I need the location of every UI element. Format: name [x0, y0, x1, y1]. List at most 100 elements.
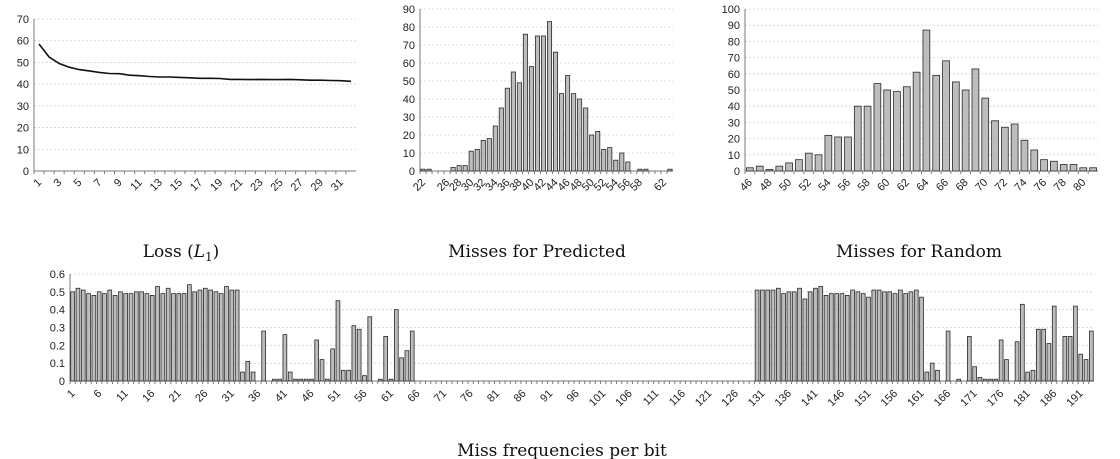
bits-x-tick-label: 151 — [852, 388, 873, 409]
bits-x-tick-label: 191 — [1064, 388, 1085, 409]
loss-x-tick-label: 1 — [31, 177, 44, 190]
loss-y-tick-label: 10 — [17, 144, 29, 156]
bits-bar — [993, 378, 999, 382]
bits-bar — [165, 287, 171, 382]
random-x-tick-label: 74 — [1012, 177, 1029, 194]
random-x-tick-label: 64 — [914, 177, 931, 194]
bits-bar — [340, 369, 346, 382]
predicted-bar — [420, 168, 426, 172]
random-bar — [775, 165, 784, 172]
bits-x-tick-label: 36 — [246, 388, 263, 405]
bits-bar — [1014, 341, 1020, 382]
bits-bar — [1025, 371, 1030, 382]
bits-bar — [908, 291, 914, 382]
predicted-bar — [426, 168, 432, 172]
bits-x-tick-label: 86 — [512, 388, 529, 405]
random-x-tick-label: 68 — [954, 177, 971, 194]
random-bar — [902, 86, 911, 172]
bits-bar — [913, 289, 919, 382]
bits-bar — [240, 371, 245, 382]
random-y-tick-label: 60 — [728, 69, 740, 81]
bits-y-tick-label: 0.3 — [50, 323, 65, 335]
bits-bar — [786, 291, 792, 382]
bits-bar — [754, 289, 760, 382]
bits-bar — [924, 371, 930, 382]
bits-bar — [134, 291, 139, 382]
random-bar — [981, 97, 990, 172]
random-bar — [961, 89, 970, 172]
predicted-x-tick-label: 62 — [652, 177, 669, 194]
random-x-tick-label: 54 — [816, 177, 833, 194]
bits-bar — [972, 366, 977, 382]
predicted-bar — [559, 93, 565, 172]
bits-bar — [1089, 330, 1094, 382]
bits-y-tick-label: 0.5 — [50, 287, 65, 299]
bits-bar — [760, 289, 765, 382]
predicted-x-tick-label: 22 — [411, 177, 428, 194]
bits-bar — [330, 348, 335, 382]
bits-bar — [112, 294, 118, 382]
loss-x-tick-label: 25 — [269, 177, 286, 194]
bits-x-tick-label: 121 — [693, 388, 714, 409]
bits-bar — [903, 293, 908, 382]
predicted-y-tick-label: 50 — [403, 76, 415, 88]
random-bar — [834, 136, 842, 172]
random-y-tick-label: 50 — [728, 85, 740, 97]
loss-y-tick-label: 40 — [17, 79, 29, 91]
bits-bar — [325, 378, 330, 382]
random-x-tick-label: 78 — [1052, 177, 1069, 194]
bits-bar — [287, 371, 293, 382]
random-bar — [951, 81, 960, 172]
bits-bar — [197, 289, 203, 382]
random-x-tick-label: 50 — [777, 177, 794, 194]
bits-bar — [393, 309, 399, 382]
random-bar — [1020, 139, 1029, 172]
bits-bar — [118, 291, 123, 382]
bits-x-tick-label: 156 — [879, 388, 900, 409]
bits-x-tick-label: 66 — [405, 388, 422, 405]
bits-bar — [829, 293, 834, 382]
predicted-bar — [534, 35, 540, 172]
bits-x-tick-label: 71 — [432, 388, 449, 405]
random-bar — [1059, 164, 1068, 172]
predicted-y-tick-label: 60 — [403, 58, 415, 70]
bits-bar — [187, 284, 192, 382]
bits-x-tick-label: 141 — [799, 388, 820, 409]
bits-x-tick-label: 136 — [773, 388, 794, 409]
bits-bar — [935, 369, 940, 382]
bits-bar — [1073, 305, 1078, 382]
bits-bar — [781, 293, 786, 382]
bits-bar — [988, 378, 993, 382]
random-y-tick-label: 20 — [728, 134, 740, 146]
bits-bar — [956, 378, 962, 382]
bits-bar — [362, 375, 367, 382]
bits-bar — [282, 334, 288, 382]
bits-bar — [383, 336, 388, 382]
bits-x-tick-label: 16 — [140, 388, 157, 405]
bits-bar — [1020, 303, 1025, 382]
predicted-bar — [450, 166, 456, 172]
bits-bar — [309, 378, 314, 382]
loss-x-tick-label: 3 — [51, 177, 64, 190]
random-bar — [971, 68, 980, 172]
random-bar — [1050, 160, 1058, 172]
random-bar — [785, 162, 793, 172]
predicted-y-tick-label: 80 — [403, 22, 415, 34]
bits-x-tick-label: 146 — [826, 388, 847, 409]
bits-bar — [298, 378, 304, 382]
random-bar — [1089, 167, 1097, 172]
bits-bar — [176, 293, 182, 382]
bits-bar — [1046, 343, 1052, 382]
bits-bar — [945, 330, 951, 382]
bits-bar — [839, 293, 845, 382]
bits-x-tick-label: 61 — [379, 388, 396, 405]
predicted-bar — [601, 148, 607, 172]
bits-x-tick-label: 186 — [1038, 388, 1059, 409]
bits-bar — [346, 369, 351, 382]
bits-bar — [860, 293, 866, 382]
bits-x-tick-label: 106 — [613, 388, 634, 409]
miss-frequencies-per-bit-chart: 00.10.20.30.40.50.61 6 11 16 21 26 31 36 41 46 51 5… — [50, 269, 1094, 409]
miss-frequencies-caption: Miss frequencies per bit — [457, 441, 667, 459]
bits-bar — [850, 289, 855, 382]
random-x-tick-label: 56 — [836, 177, 853, 194]
